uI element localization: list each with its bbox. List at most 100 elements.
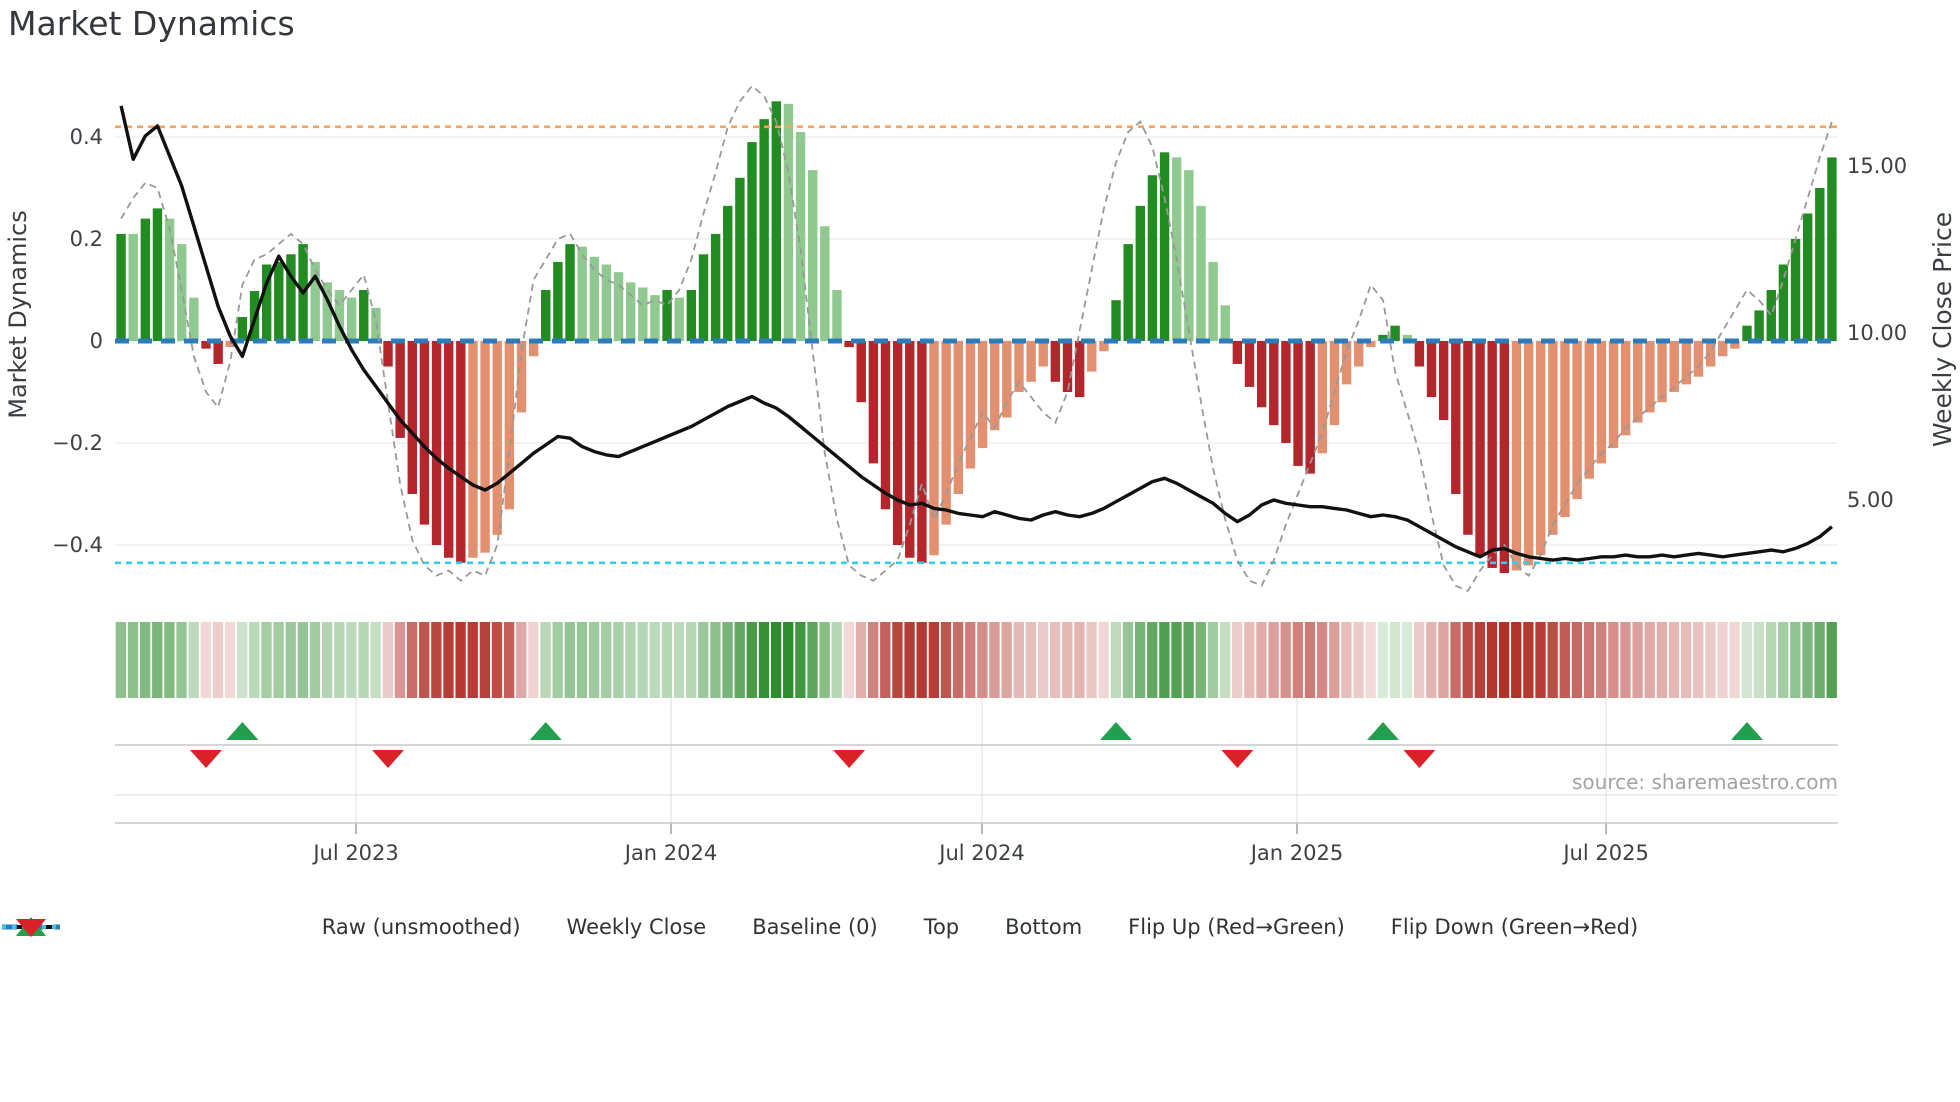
momentum-bar [261,264,272,341]
legend-item-6: Flip Down (Green→Red) [16,915,1638,939]
heatmap-cell [152,622,163,698]
momentum-bar [237,317,248,341]
heatmap-cell [297,622,309,698]
heatmap-cell [1790,622,1801,698]
momentum-bar [504,341,515,510]
heatmap-cell [989,622,1000,698]
heatmap-cell [698,622,709,698]
momentum-bar [152,208,163,341]
heatmap-cell [855,622,867,698]
momentum-bar [771,101,781,341]
heatmap-cell [1304,622,1316,698]
momentum-bar [965,341,976,469]
left-tick-label: 0 [90,329,103,353]
momentum-bar [1633,341,1643,423]
heatmap-cell [1316,622,1328,698]
heatmap-cell [1025,622,1037,698]
momentum-bar [1815,188,1825,341]
heatmap-cell [783,622,794,698]
x-tick-label: Jul 2025 [1561,841,1648,865]
heatmap-cell [1147,622,1158,698]
heatmap-cell [880,622,891,698]
momentum-bar [1827,157,1837,341]
heatmap-cell [528,622,539,698]
heatmap-cell [1122,622,1134,698]
momentum-bar [1742,325,1752,341]
left-tick-label: 0.4 [70,125,103,149]
heatmap-cell [940,622,952,698]
momentum-bar [1414,341,1425,367]
left-axis-label: Market Dynamics [4,210,32,419]
momentum-bar [880,341,891,510]
momentum-bar [1754,310,1764,341]
momentum-bar [1511,341,1522,571]
chart-legend: Raw (unsmoothed) Weekly Close Baseline (0)… [0,915,1960,939]
heatmap-cell [1292,622,1304,698]
heatmap-cell [1098,622,1109,698]
momentum-bar [116,233,126,341]
raw-line [120,84,1833,593]
momentum-bar [1244,341,1255,387]
momentum-bar [613,272,624,341]
momentum-bar [917,341,927,563]
heatmap-cell [1559,622,1570,698]
heatmap-cell [1341,622,1352,698]
heatmap-cell [285,622,296,698]
x-tick-label: Jan 2024 [623,841,718,865]
momentum-bar [516,341,527,413]
momentum-bar [1645,341,1655,413]
momentum-bar [346,297,357,341]
momentum-bar [1657,341,1667,403]
heatmap-cell [1195,622,1206,698]
heatmap-cell [734,622,745,698]
momentum-bar [310,261,320,341]
momentum-bar [177,244,187,341]
legend-label: Weekly Close [566,915,707,939]
heatmap-cell [1680,622,1692,698]
heatmap-cell [1414,622,1425,698]
heatmap-cell [1389,622,1401,698]
momentum-bar [1620,341,1631,436]
heatmap-cell [1013,622,1024,698]
momentum-bar [1135,205,1146,341]
momentum-bar [468,341,478,558]
heatmap-cell [1183,622,1194,698]
momentum-bar [225,341,235,348]
momentum-bar [577,246,587,341]
momentum-bar [1499,341,1510,574]
heatmap-cell [1207,622,1219,698]
momentum-bar [1317,341,1328,454]
heatmap-cell [1717,622,1728,698]
momentum-bar [1596,341,1607,464]
heatmap-cell [1547,622,1558,698]
momentum-bar [140,218,151,341]
heatmap-cell [770,622,782,698]
heatmap-cell [1268,622,1279,698]
momentum-bar [189,297,199,341]
heatmap-cell [673,622,685,698]
momentum-bar [1766,290,1776,341]
heatmap-cell [977,622,988,698]
momentum-bar [941,341,951,525]
heatmap-cell [928,622,939,698]
momentum-bar [213,341,223,364]
momentum-bar [856,341,866,403]
momentum-bar [1002,341,1012,418]
momentum-bar [929,341,939,556]
momentum-bar [1220,305,1230,341]
legend-label: Flip Up (Red→Green) [1128,915,1345,939]
heatmap-cell [1353,622,1364,698]
heatmap-cell [237,622,248,698]
heatmap-cell [758,622,770,698]
momentum-bar [383,341,393,367]
momentum-bar [892,341,903,545]
left-tick-label: −0.2 [52,431,103,455]
momentum-bar [601,264,612,341]
heatmap-cell [613,622,624,698]
heatmap-cell [212,622,224,698]
momentum-bar [286,254,296,341]
heatmap-cell [795,622,806,698]
momentum-bar [1560,341,1570,517]
momentum-bar [1778,264,1789,341]
heatmap-cell [1511,622,1522,698]
